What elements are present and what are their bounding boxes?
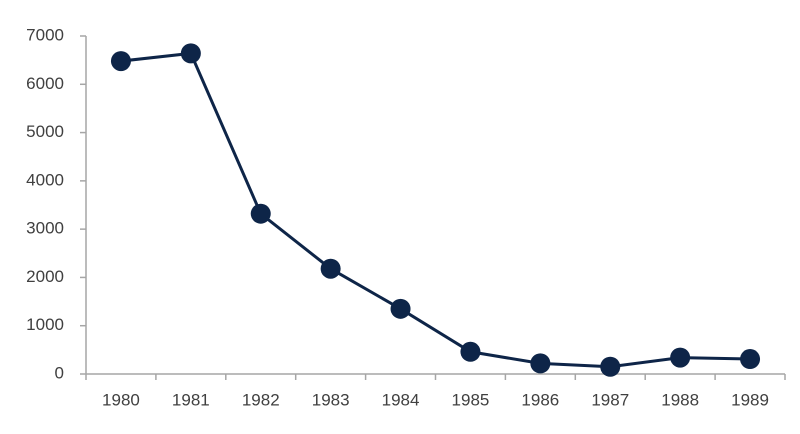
point	[320, 258, 341, 279]
y-tick-label: 0	[55, 363, 64, 382]
point	[460, 341, 481, 362]
point	[110, 51, 131, 72]
point	[250, 203, 271, 224]
y-tick-label: 6000	[26, 74, 64, 93]
point	[670, 347, 691, 368]
x-tick-label: 1983	[312, 390, 350, 409]
x-tick-label: 1986	[521, 390, 559, 409]
y-tick-label: 5000	[26, 122, 64, 141]
y-tick-label: 3000	[26, 219, 64, 238]
x-tick-label: 1989	[731, 390, 769, 409]
point	[740, 349, 761, 370]
x-tick-label: 1981	[172, 390, 210, 409]
x-tick-label: 1985	[452, 390, 490, 409]
x-tick-label: 1980	[102, 390, 140, 409]
y-tick-label: 1000	[26, 315, 64, 334]
line	[120, 51, 751, 369]
y-tick-label: 2000	[26, 267, 64, 286]
point	[180, 43, 201, 64]
y-tick-label: 4000	[26, 170, 64, 189]
y-tick-label: 7000	[26, 25, 64, 44]
x-tick-label: 1982	[242, 390, 280, 409]
point	[530, 353, 551, 374]
point	[390, 298, 411, 319]
x-tick-label: 1988	[661, 390, 699, 409]
point	[600, 356, 621, 377]
x-tick-label: 1984	[382, 390, 420, 409]
x-tick-label: 1987	[591, 390, 629, 409]
